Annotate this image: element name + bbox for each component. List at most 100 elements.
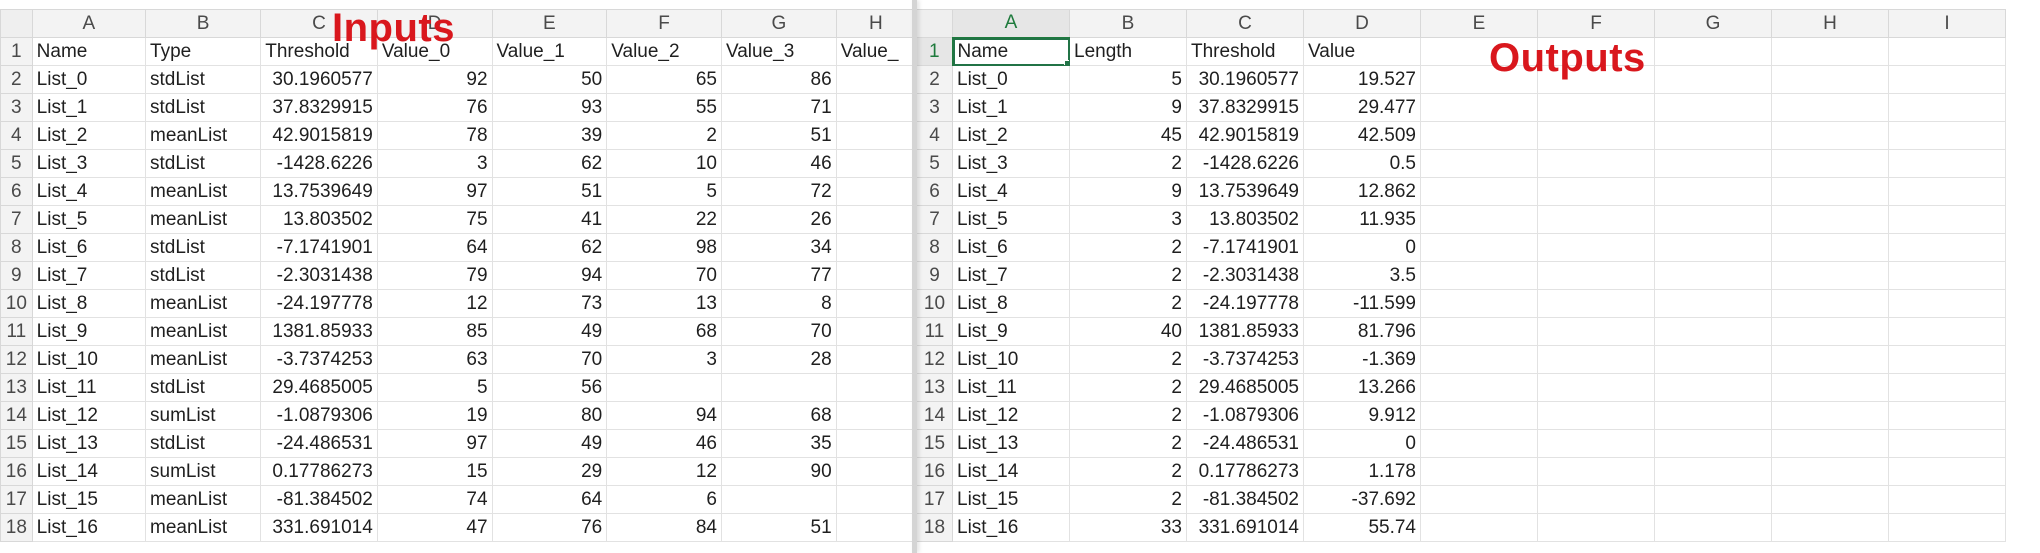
row-header[interactable]: 14 bbox=[916, 401, 953, 430]
cell[interactable]: 19.527 bbox=[1303, 65, 1421, 94]
cell[interactable] bbox=[1654, 345, 1772, 374]
row-header[interactable]: 18 bbox=[0, 513, 33, 542]
cell[interactable]: 76 bbox=[376, 93, 493, 122]
cell[interactable] bbox=[1420, 289, 1538, 318]
cell[interactable]: List_4 bbox=[31, 177, 147, 206]
cell[interactable] bbox=[1537, 345, 1655, 374]
cell[interactable]: 37.8329915 bbox=[260, 93, 378, 122]
row-header[interactable]: 6 bbox=[916, 177, 953, 206]
cell[interactable] bbox=[1420, 429, 1538, 458]
cell[interactable] bbox=[1888, 149, 2006, 178]
cell[interactable] bbox=[1888, 401, 2006, 430]
cell[interactable]: 19 bbox=[376, 401, 493, 430]
cell[interactable]: 13.7539649 bbox=[1186, 177, 1304, 206]
cell[interactable]: sumList bbox=[145, 457, 262, 486]
cell[interactable] bbox=[1654, 233, 1772, 262]
row-header[interactable]: 1 bbox=[916, 37, 954, 66]
row-header[interactable]: 18 bbox=[916, 513, 953, 542]
cell[interactable]: 331.691014 bbox=[1186, 513, 1304, 542]
cell[interactable]: 1.178 bbox=[1303, 457, 1421, 486]
cell[interactable] bbox=[1420, 485, 1538, 514]
cell[interactable] bbox=[1771, 289, 1889, 318]
cell[interactable]: 11.935 bbox=[1303, 205, 1421, 234]
cell[interactable]: 3 bbox=[376, 149, 493, 178]
cell[interactable]: 94 bbox=[606, 401, 722, 430]
cell[interactable] bbox=[1888, 205, 2006, 234]
cell[interactable]: meanList bbox=[145, 513, 262, 542]
cell[interactable]: meanList bbox=[145, 205, 262, 234]
cell[interactable]: -1.369 bbox=[1303, 345, 1421, 374]
cell[interactable]: 2 bbox=[1069, 485, 1187, 514]
row-header[interactable]: 16 bbox=[916, 457, 953, 486]
cell[interactable]: stdList bbox=[145, 93, 262, 122]
cell[interactable] bbox=[1420, 513, 1538, 542]
cell[interactable]: 70 bbox=[606, 261, 722, 290]
cell[interactable]: List_3 bbox=[31, 149, 147, 178]
column-header-f[interactable]: F bbox=[606, 9, 722, 38]
cell[interactable] bbox=[1888, 93, 2006, 122]
cell[interactable]: 2 bbox=[1069, 401, 1187, 430]
cell[interactable]: 2 bbox=[606, 121, 722, 150]
cell[interactable]: meanList bbox=[145, 177, 262, 206]
cell[interactable]: List_9 bbox=[31, 317, 147, 346]
cell[interactable]: 49 bbox=[491, 429, 608, 458]
cell[interactable] bbox=[1537, 233, 1655, 262]
cell[interactable] bbox=[835, 149, 916, 178]
cell[interactable]: 13.803502 bbox=[260, 205, 378, 234]
cell[interactable] bbox=[1537, 289, 1655, 318]
cell[interactable]: Value bbox=[1303, 37, 1421, 66]
row-header[interactable]: 16 bbox=[0, 457, 33, 486]
cell[interactable]: List_8 bbox=[31, 289, 147, 318]
cell[interactable]: -3.7374253 bbox=[260, 345, 378, 374]
cell[interactable] bbox=[1771, 121, 1889, 150]
row-header[interactable]: 15 bbox=[0, 429, 33, 458]
cell[interactable]: Value_2 bbox=[606, 37, 722, 66]
cell[interactable]: List_15 bbox=[952, 485, 1070, 514]
row-header[interactable]: 2 bbox=[0, 65, 33, 94]
window-split-divider[interactable] bbox=[912, 0, 917, 553]
cell[interactable]: 45 bbox=[1069, 121, 1187, 150]
cell[interactable] bbox=[1537, 37, 1655, 66]
cell[interactable]: 68 bbox=[606, 317, 722, 346]
cell[interactable]: 56 bbox=[491, 373, 608, 402]
row-header[interactable]: 7 bbox=[916, 205, 953, 234]
cell[interactable] bbox=[1771, 429, 1889, 458]
cell[interactable]: 12 bbox=[606, 457, 722, 486]
cell[interactable]: -24.486531 bbox=[260, 429, 378, 458]
cell[interactable]: 47 bbox=[376, 513, 493, 542]
row-header[interactable]: 2 bbox=[916, 65, 953, 94]
cell[interactable]: 5 bbox=[1069, 65, 1187, 94]
cell[interactable] bbox=[1537, 457, 1655, 486]
cell[interactable]: 1381.85933 bbox=[1186, 317, 1304, 346]
cell[interactable] bbox=[1654, 37, 1772, 66]
cell[interactable]: Threshold bbox=[1186, 37, 1304, 66]
row-header[interactable]: 9 bbox=[0, 261, 33, 290]
cell[interactable]: 22 bbox=[606, 205, 722, 234]
cell[interactable]: 97 bbox=[376, 177, 493, 206]
row-header[interactable]: 7 bbox=[0, 205, 33, 234]
cell[interactable]: 2 bbox=[1069, 149, 1187, 178]
cell[interactable]: 12 bbox=[376, 289, 493, 318]
row-header[interactable]: 3 bbox=[0, 93, 33, 122]
cell[interactable]: 12.862 bbox=[1303, 177, 1421, 206]
cell[interactable] bbox=[1888, 65, 2006, 94]
row-header[interactable]: 8 bbox=[0, 233, 33, 262]
cell[interactable] bbox=[720, 373, 837, 402]
cell[interactable] bbox=[1654, 485, 1772, 514]
cell[interactable]: 86 bbox=[720, 65, 837, 94]
cell[interactable]: 63 bbox=[376, 345, 493, 374]
cell[interactable] bbox=[835, 485, 916, 514]
cell[interactable]: 68 bbox=[720, 401, 837, 430]
cell[interactable] bbox=[1771, 149, 1889, 178]
cell[interactable]: stdList bbox=[145, 429, 262, 458]
cell[interactable]: List_3 bbox=[952, 149, 1070, 178]
cell[interactable]: -3.7374253 bbox=[1186, 345, 1304, 374]
cell[interactable]: List_7 bbox=[952, 261, 1070, 290]
cell[interactable]: 55.74 bbox=[1303, 513, 1421, 542]
cell[interactable] bbox=[1654, 457, 1772, 486]
cell[interactable]: List_13 bbox=[31, 429, 147, 458]
cell[interactable] bbox=[1537, 401, 1655, 430]
cell[interactable] bbox=[1654, 149, 1772, 178]
cell[interactable] bbox=[606, 373, 722, 402]
